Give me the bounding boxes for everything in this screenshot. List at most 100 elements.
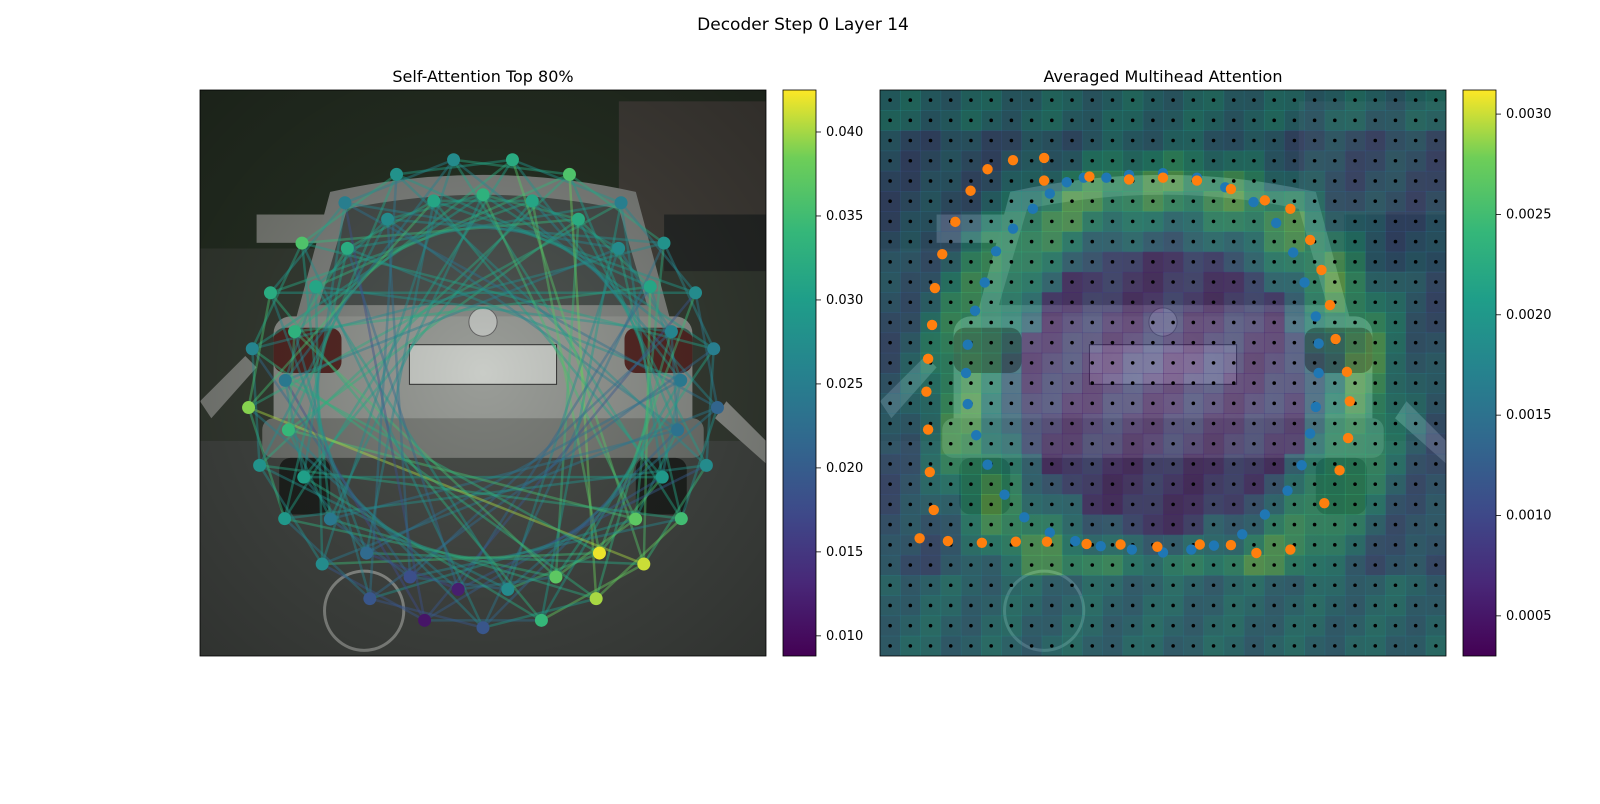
target-point	[1152, 541, 1163, 552]
vertex-point	[689, 286, 703, 300]
left-colorbar-tick-label: 0.025	[826, 377, 863, 392]
attention-line	[269, 292, 543, 622]
attention-line	[300, 242, 485, 629]
target-point	[1194, 539, 1205, 550]
figure-suptitle: Decoder Step 0 Layer 14	[697, 15, 909, 35]
attention-line	[344, 158, 455, 204]
right-colorbar-ticks: 0.0005 0.0010 0.0015 0.0020 0.0025 0.0030	[1496, 107, 1552, 624]
predicted-point	[1044, 527, 1056, 538]
predicted-point	[1044, 188, 1056, 199]
attention-line	[287, 218, 580, 431]
predicted-point	[1061, 177, 1072, 188]
vertex-point	[699, 458, 713, 472]
vertex-point	[501, 582, 515, 596]
attention-line	[409, 517, 682, 579]
vertex-point	[674, 512, 688, 526]
right-colorbar-tick-label: 0.0020	[1506, 308, 1552, 323]
series-target	[914, 152, 1355, 559]
left-panel-title: Self-Attention Top 80%	[392, 67, 573, 86]
predicted-point	[962, 339, 973, 350]
attention-line	[251, 347, 597, 600]
vertex-point	[476, 621, 490, 635]
vertex-point	[629, 512, 643, 526]
predicted-point	[1101, 172, 1112, 183]
attention-line	[694, 292, 719, 408]
target-point	[1341, 366, 1353, 378]
attention-line	[283, 248, 349, 519]
attention-line	[322, 551, 600, 566]
target-point	[1041, 536, 1053, 547]
vertex-point	[592, 546, 606, 560]
attention-line	[482, 429, 679, 629]
attention-line	[301, 241, 715, 351]
attention-line	[531, 200, 601, 554]
predicted-point	[1070, 535, 1081, 547]
target-point	[1304, 234, 1316, 246]
vertex-point	[418, 613, 432, 627]
attention-line	[346, 247, 682, 382]
attention-line	[248, 406, 645, 566]
vertex-point	[562, 167, 576, 181]
attention-line	[453, 158, 570, 176]
predicted-point	[1287, 247, 1299, 258]
attention-line	[293, 330, 557, 578]
attention-line	[642, 464, 708, 565]
attention-line	[369, 597, 484, 629]
target-point	[922, 353, 934, 365]
reference-grid-points	[888, 98, 1438, 648]
attention-line	[258, 464, 324, 565]
vertex-point	[427, 194, 441, 208]
left-colorbar	[782, 89, 817, 657]
predicted-point	[1019, 512, 1030, 523]
predicted-point	[1313, 338, 1324, 349]
predicted-point	[971, 430, 982, 441]
attention-line	[300, 242, 332, 520]
target-point	[1334, 465, 1345, 476]
right-panel-frame	[879, 89, 1447, 657]
target-point	[1324, 299, 1336, 311]
vertex-point	[278, 512, 292, 526]
attention-line	[293, 331, 372, 599]
vertex-point	[534, 613, 548, 627]
attention-line	[321, 159, 455, 565]
target-point	[1342, 432, 1354, 444]
attention-line	[343, 202, 426, 621]
right-colorbar-tick-label: 0.0025	[1506, 207, 1552, 222]
attention-line	[283, 159, 514, 520]
predicted-point	[999, 489, 1010, 500]
predicted-point	[1299, 277, 1310, 288]
attention-line	[617, 248, 683, 519]
target-point	[929, 282, 941, 294]
attention-line	[369, 347, 715, 600]
attention-line	[247, 292, 272, 408]
attention-line	[259, 464, 509, 591]
predicted-point	[962, 398, 973, 410]
vertex-point	[476, 188, 490, 202]
right-colorbar	[1462, 89, 1497, 657]
attention-line	[270, 199, 533, 294]
target-point	[982, 164, 993, 175]
attention-line	[303, 476, 543, 622]
attention-line	[680, 407, 719, 520]
attention-line	[511, 159, 682, 382]
target-point	[1115, 539, 1126, 550]
attention-line	[251, 193, 484, 350]
left-colorbar-tick-label: 0.040	[826, 125, 863, 140]
attention-line	[594, 331, 673, 599]
attention-line	[321, 406, 718, 566]
target-point	[1157, 172, 1169, 183]
attention-line	[284, 517, 557, 579]
attention-line	[293, 158, 514, 333]
attention-line	[287, 429, 484, 629]
attention-line	[321, 562, 426, 622]
attention-line	[662, 242, 715, 350]
predicted-point	[990, 246, 1002, 257]
attention-line	[395, 173, 708, 467]
attention-line	[302, 202, 347, 478]
right-panel-plot	[880, 90, 1446, 656]
target-point	[1010, 536, 1022, 547]
attention-line	[540, 562, 645, 622]
attention-line	[247, 407, 286, 520]
attention-line	[506, 248, 620, 590]
vertex-point	[549, 570, 563, 584]
